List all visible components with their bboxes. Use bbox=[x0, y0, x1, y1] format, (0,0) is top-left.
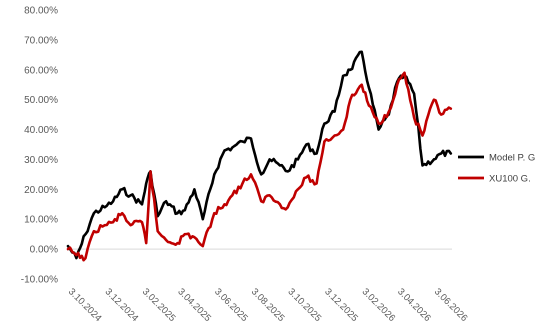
x-tick-label: 3.06.2025 bbox=[212, 286, 250, 324]
y-tick-label: 30.00% bbox=[24, 155, 58, 166]
x-tick-label: 3.06.2026 bbox=[432, 286, 470, 324]
legend: Model P. G XU100 G. bbox=[458, 153, 535, 185]
x-tick-label: 3.04.2025 bbox=[175, 286, 213, 324]
legend-label: XU100 G. bbox=[489, 174, 531, 185]
y-tick-label: 40.00% bbox=[24, 125, 58, 136]
y-tick-label: 20.00% bbox=[24, 185, 58, 196]
y-tick-label: 60.00% bbox=[24, 65, 58, 76]
x-tick-label: 3.10.2025 bbox=[286, 286, 324, 324]
series-layer bbox=[66, 50, 453, 262]
y-tick-label: 50.00% bbox=[24, 95, 58, 106]
legend-label: Model P. G bbox=[489, 153, 535, 164]
x-tick-label: 3.12.2025 bbox=[322, 286, 360, 324]
x-tick-label: 3.10.2024 bbox=[66, 286, 104, 324]
y-axis: -10.00% 0.00% 10.00% 20.00% 30.00% 40.00% 50.0… bbox=[21, 6, 58, 286]
x-tick-label: 3.02.2025 bbox=[140, 286, 178, 324]
y-tick-label: -10.00% bbox=[21, 275, 58, 286]
x-tick-label: 3.04.2026 bbox=[395, 286, 433, 324]
y-tick-label: 0.00% bbox=[30, 245, 58, 256]
series-line-model bbox=[66, 50, 453, 260]
y-tick-label: 10.00% bbox=[24, 215, 58, 226]
x-tick-label: 3.12.2024 bbox=[103, 286, 141, 324]
series-line-xu100 bbox=[66, 71, 453, 262]
y-tick-label: 80.00% bbox=[24, 6, 58, 17]
x-tick-label: 3.02.2026 bbox=[360, 286, 398, 324]
y-tick-label: 70.00% bbox=[24, 35, 58, 46]
x-tick-label: 3.08.2025 bbox=[249, 286, 287, 324]
